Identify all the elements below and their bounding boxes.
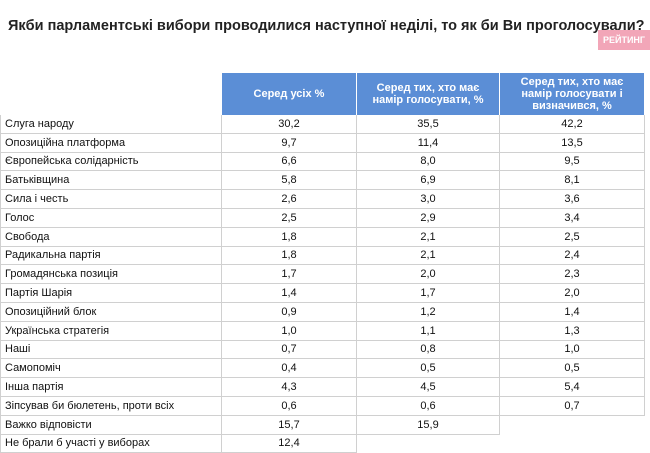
cell-value: 35,5 [357, 115, 500, 134]
row-label: Партія Шарія [0, 284, 222, 303]
cell-value: 0,7 [500, 397, 645, 416]
cell-value: 9,5 [500, 152, 645, 172]
row-label: Українська стратегія [0, 321, 222, 341]
row-label: Важко відповісти [0, 415, 222, 435]
cell-value: 8,1 [500, 171, 645, 191]
title: Якби парламентські вибори проводилися на… [8, 18, 645, 34]
cell-value: 13,5 [500, 133, 645, 153]
cell-value: 0,6 [222, 397, 357, 416]
cell-value: 6,6 [222, 152, 357, 172]
row-label: Опозиційна платформа [0, 133, 222, 153]
cell-value: 2,5 [500, 227, 645, 247]
cell-value: 2,1 [357, 227, 500, 247]
column-header: Серед тих, хто має намір голосувати, % [357, 73, 500, 115]
cell-value: 0,9 [222, 303, 357, 322]
cell-value: 2,4 [500, 246, 645, 266]
cell-value: 1,3 [500, 321, 645, 341]
row-label: Не брали б участі у виборах [0, 434, 222, 453]
cell-value: 3,0 [357, 190, 500, 209]
cell-value: 11,4 [357, 133, 500, 153]
cell-value: 12,4 [222, 434, 357, 453]
cell-value: 2,3 [500, 265, 645, 285]
row-label: Батьківщина [0, 171, 222, 191]
column-header: Серед тих, хто має намір голосувати і ви… [500, 73, 645, 115]
cell-value: 2,0 [500, 284, 645, 303]
row-label: Сила і честь [0, 190, 222, 209]
cell-value: 0,7 [222, 340, 357, 360]
cell-value: 2,5 [222, 209, 357, 228]
row-label: Голос [0, 209, 222, 228]
row-label: Свобода [0, 227, 222, 247]
cell-value: 1,7 [357, 284, 500, 303]
row-label: Самопоміч [0, 359, 222, 379]
cell-value: 42,2 [500, 115, 645, 134]
cell-value: 5,8 [222, 171, 357, 191]
cell-value: 6,9 [357, 171, 500, 191]
row-label: Зіпсував би бюлетень, проти всіх [0, 397, 222, 416]
cell-value: 1,4 [500, 303, 645, 322]
cell-value: 1,8 [222, 227, 357, 247]
cell-value: 30,2 [222, 115, 357, 134]
cell-value: 0,6 [357, 397, 500, 416]
cell-value: 1,7 [222, 265, 357, 285]
cell-value: 1,1 [357, 321, 500, 341]
row-label: Наші [0, 340, 222, 360]
cell-value: 2,9 [357, 209, 500, 228]
row-label: Слуга народу [0, 115, 222, 134]
cell-value: 9,7 [222, 133, 357, 153]
cell-value: 2,0 [357, 265, 500, 285]
cell-value: 0,8 [357, 340, 500, 360]
cell-value: 2,6 [222, 190, 357, 209]
column-header: Серед усіх % [222, 73, 357, 115]
cell-value: 15,7 [222, 415, 357, 435]
row-label: Інша партія [0, 378, 222, 397]
cell-value: 1,0 [500, 340, 645, 360]
row-label: Громадянська позиція [0, 265, 222, 285]
cell-value: 15,9 [357, 415, 500, 435]
cell-value: 5,4 [500, 378, 645, 397]
cell-value: 1,4 [222, 284, 357, 303]
cell-value: 1,0 [222, 321, 357, 341]
cell-value: 0,4 [222, 359, 357, 379]
cell-value: 0,5 [500, 359, 645, 379]
cell-value: 2,1 [357, 246, 500, 266]
cell-value: 3,4 [500, 209, 645, 228]
cell-value: 3,6 [500, 190, 645, 209]
row-label: Опозиційний блок [0, 303, 222, 322]
cell-value: 4,5 [357, 378, 500, 397]
cell-value: 0,5 [357, 359, 500, 379]
row-label: Радикальна партія [0, 246, 222, 266]
logo: РЕЙТИНГ [598, 30, 650, 50]
cell-value: 1,8 [222, 246, 357, 266]
row-label: Європейська солідарність [0, 152, 222, 172]
cell-value: 8,0 [357, 152, 500, 172]
cell-value: 4,3 [222, 378, 357, 397]
cell-value: 1,2 [357, 303, 500, 322]
